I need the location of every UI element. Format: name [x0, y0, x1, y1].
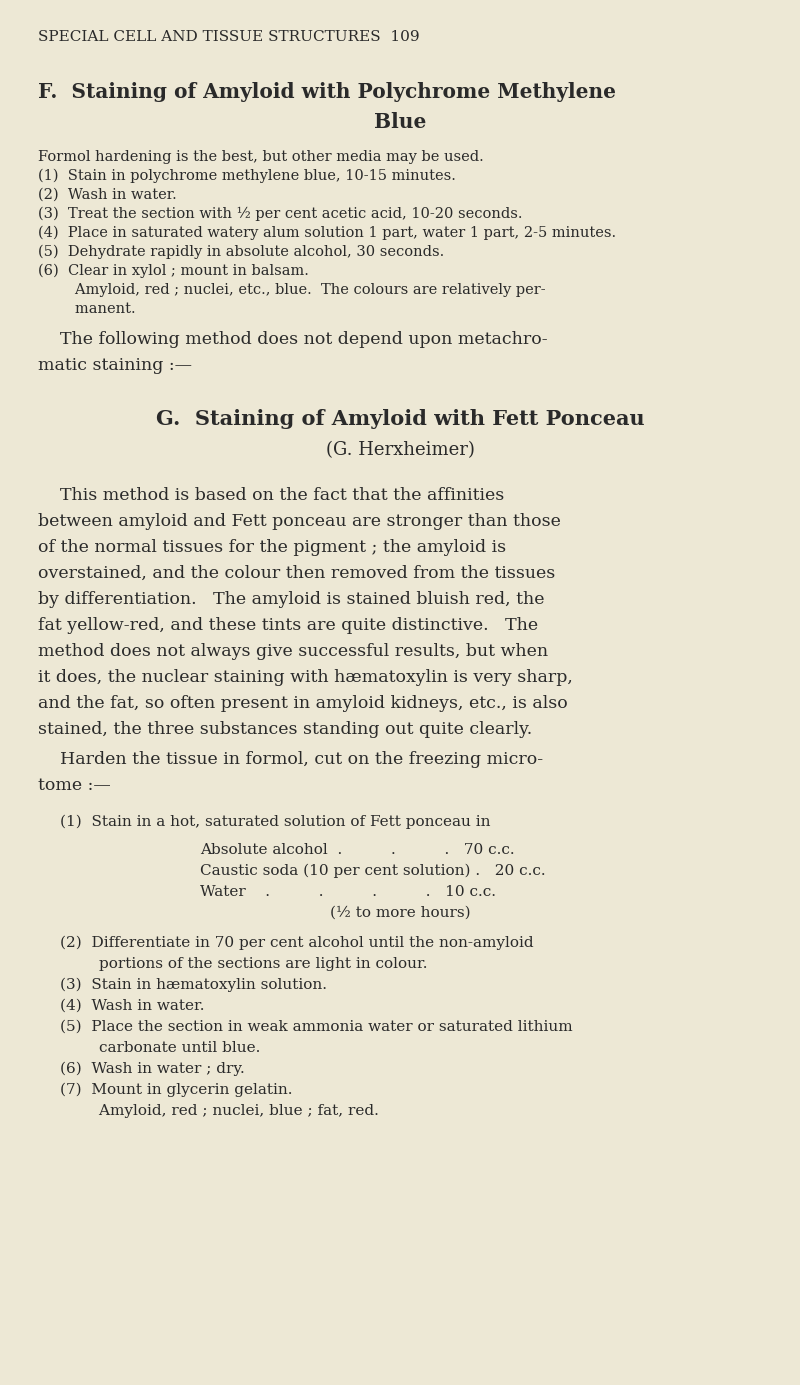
Text: Formol hardening is the best, but other media may be used.: Formol hardening is the best, but other …	[38, 150, 484, 163]
Text: (3)  Treat the section with ½ per cent acetic acid, 10-20 seconds.: (3) Treat the section with ½ per cent ac…	[38, 206, 522, 222]
Text: manent.: manent.	[38, 302, 136, 316]
Text: carbonate until blue.: carbonate until blue.	[60, 1042, 260, 1055]
Text: Blue: Blue	[374, 112, 426, 132]
Text: of the normal tissues for the pigment ; the amyloid is: of the normal tissues for the pigment ; …	[38, 539, 506, 555]
Text: This method is based on the fact that the affinities: This method is based on the fact that th…	[38, 488, 504, 504]
Text: G.  Staining of Amyloid with Fett Ponceau: G. Staining of Amyloid with Fett Ponceau	[156, 409, 644, 429]
Text: The following method does not depend upon metachro-: The following method does not depend upo…	[38, 331, 548, 348]
Text: (5)  Place the section in weak ammonia water or saturated lithium: (5) Place the section in weak ammonia wa…	[60, 1019, 573, 1035]
Text: (4)  Wash in water.: (4) Wash in water.	[60, 999, 205, 1012]
Text: portions of the sections are light in colour.: portions of the sections are light in co…	[60, 957, 427, 971]
Text: fat yellow-red, and these tints are quite distinctive.   The: fat yellow-red, and these tints are quit…	[38, 616, 538, 634]
Text: (5)  Dehydrate rapidly in absolute alcohol, 30 seconds.: (5) Dehydrate rapidly in absolute alcoho…	[38, 245, 444, 259]
Text: SPECIAL CELL AND TISSUE STRUCTURES  109: SPECIAL CELL AND TISSUE STRUCTURES 109	[38, 30, 420, 44]
Text: method does not always give successful results, but when: method does not always give successful r…	[38, 643, 548, 661]
Text: (6)  Wash in water ; dry.: (6) Wash in water ; dry.	[60, 1062, 245, 1076]
Text: by differentiation.   The amyloid is stained bluish red, the: by differentiation. The amyloid is stain…	[38, 591, 545, 608]
Text: (3)  Stain in hæmatoxylin solution.: (3) Stain in hæmatoxylin solution.	[60, 978, 327, 993]
Text: Harden the tissue in formol, cut on the freezing micro-: Harden the tissue in formol, cut on the …	[38, 751, 543, 769]
Text: F.  Staining of Amyloid with Polychrome Methylene: F. Staining of Amyloid with Polychrome M…	[38, 82, 616, 102]
Text: (6)  Clear in xylol ; mount in balsam.: (6) Clear in xylol ; mount in balsam.	[38, 265, 309, 278]
Text: between amyloid and Fett ponceau are stronger than those: between amyloid and Fett ponceau are str…	[38, 512, 561, 530]
Text: (G. Herxheimer): (G. Herxheimer)	[326, 440, 474, 458]
Text: (2)  Differentiate in 70 per cent alcohol until the non-amyloid: (2) Differentiate in 70 per cent alcohol…	[60, 936, 534, 950]
Text: Amyloid, red ; nuclei, blue ; fat, red.: Amyloid, red ; nuclei, blue ; fat, red.	[60, 1104, 379, 1118]
Text: Absolute alcohol  .          .          .   70 c.c.: Absolute alcohol . . . 70 c.c.	[200, 843, 514, 857]
Text: (1)  Stain in polychrome methylene blue, 10-15 minutes.: (1) Stain in polychrome methylene blue, …	[38, 169, 456, 183]
Text: it does, the nuclear staining with hæmatoxylin is very sharp,: it does, the nuclear staining with hæmat…	[38, 669, 573, 686]
Text: (4)  Place in saturated watery alum solution 1 part, water 1 part, 2-5 minutes.: (4) Place in saturated watery alum solut…	[38, 226, 616, 241]
Text: tome :—: tome :—	[38, 777, 110, 794]
Text: and the fat, so often present in amyloid kidneys, etc., is also: and the fat, so often present in amyloid…	[38, 695, 568, 712]
Text: overstained, and the colour then removed from the tissues: overstained, and the colour then removed…	[38, 565, 555, 582]
Text: Caustic soda (10 per cent solution) .   20 c.c.: Caustic soda (10 per cent solution) . 20…	[200, 864, 546, 878]
Text: (½ to more hours): (½ to more hours)	[330, 906, 470, 920]
Text: Amyloid, red ; nuclei, etc., blue.  The colours are relatively per-: Amyloid, red ; nuclei, etc., blue. The c…	[38, 283, 546, 296]
Text: stained, the three substances standing out quite clearly.: stained, the three substances standing o…	[38, 722, 532, 738]
Text: (2)  Wash in water.: (2) Wash in water.	[38, 188, 177, 202]
Text: Water    .          .          .          .   10 c.c.: Water . . . . 10 c.c.	[200, 885, 496, 899]
Text: matic staining :—: matic staining :—	[38, 357, 192, 374]
Text: (1)  Stain in a hot, saturated solution of Fett ponceau in: (1) Stain in a hot, saturated solution o…	[60, 814, 490, 830]
Text: (7)  Mount in glycerin gelatin.: (7) Mount in glycerin gelatin.	[60, 1083, 293, 1097]
